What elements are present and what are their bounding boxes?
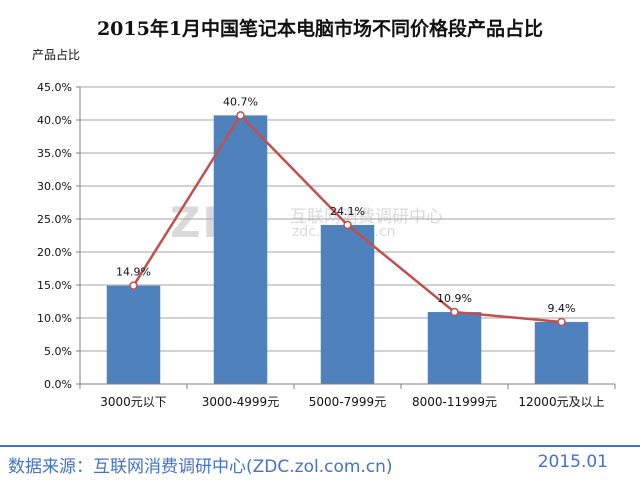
y-tick-label: 45.0%: [37, 81, 72, 94]
bar: [534, 321, 589, 384]
line-point: [557, 317, 566, 327]
data-label: 10.9%: [437, 292, 472, 305]
y-tick-label: 0.0%: [44, 378, 72, 391]
report-date: 2015.01: [537, 452, 608, 472]
footer-divider: [0, 445, 640, 447]
y-tick-label: 40.0%: [37, 114, 72, 127]
watermark-cn: 互联网消费调研中心: [290, 207, 443, 227]
data-label: 24.1%: [330, 205, 365, 218]
x-category-label: 12000元及以上: [518, 395, 604, 409]
bar: [213, 115, 268, 384]
x-category-label: 8000-11999元: [412, 395, 497, 409]
data-label: 9.4%: [548, 302, 576, 315]
line-point: [343, 220, 352, 230]
y-tick-label: 30.0%: [37, 180, 72, 193]
y-tick-label: 5.0%: [44, 345, 72, 358]
data-source: 数据来源：互联网消费调研中心(ZDC.zol.com.cn): [8, 457, 393, 477]
x-category-label: 3000-4999元: [202, 395, 279, 409]
data-label: 40.7%: [223, 95, 258, 108]
bar: [427, 312, 482, 384]
bar: [106, 285, 161, 384]
bar: [320, 224, 375, 384]
chart-title: 2015年1月中国笔记本电脑市场不同价格段产品占比: [96, 18, 544, 40]
line-point: [129, 281, 138, 290]
y-tick-label: 20.0%: [37, 246, 72, 259]
x-category-label: 5000-7999元: [309, 395, 386, 409]
y-tick-label: 35.0%: [37, 147, 72, 160]
x-category-label: 3000元以下: [100, 395, 167, 409]
y-axis-label: 产品占比: [32, 48, 81, 62]
y-tick-label: 10.0%: [37, 312, 72, 325]
data-label: 14.9%: [116, 266, 151, 279]
y-tick-label: 25.0%: [37, 213, 72, 226]
line-point: [450, 307, 459, 317]
line-point: [236, 111, 245, 120]
y-tick-label: 15.0%: [37, 279, 72, 292]
